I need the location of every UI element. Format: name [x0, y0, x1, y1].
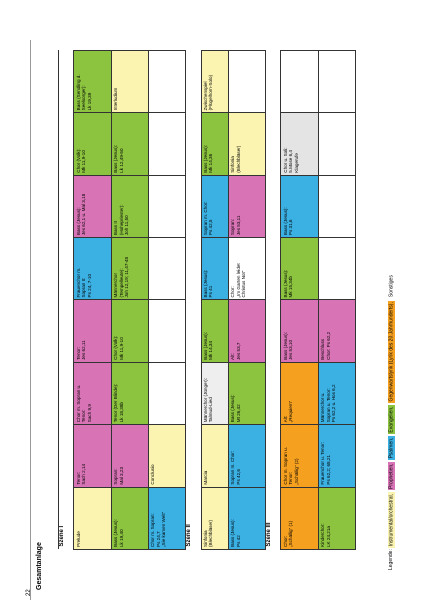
scene-row: Szene II — [185, 50, 202, 550]
table-row: Chor: „Schällig" (1) Chor m. Sopran u. Te… — [280, 50, 319, 550]
empty-cell — [148, 175, 186, 238]
cell: Tenor: Jes 62,11 — [73, 300, 112, 363]
legend-item: Gegenwartslyrik (Lyrik des 20.Jahrhunder… — [387, 300, 395, 403]
empty-cell — [318, 112, 356, 176]
empty-cell — [148, 237, 186, 300]
cell: Marcia — [201, 424, 229, 488]
cell: Kinderchor: LK 24,21a — [318, 487, 356, 550]
cell: Frauenchor m. Sopran II: Ps 24, 7-10 — [73, 237, 112, 300]
cell: Interludium — [111, 50, 149, 113]
cell: Alt: Jes 53,7 — [228, 300, 266, 363]
cell: Sinfonia (Blechbläser) — [201, 487, 229, 550]
title: Gesamtanlage — [36, 542, 43, 590]
legend-label: Legende: — [388, 549, 394, 570]
legend-item: Prophetien, — [387, 461, 395, 491]
legend-item: Evangelien, — [387, 404, 395, 435]
cell: Männerchor u. Sopran u. Tenor: Ps 62,2 u… — [318, 362, 356, 425]
scene-row: Szene III — [265, 50, 281, 550]
cell: Bass (Sendling d. Seelsorger): Lk 19,39 — [73, 50, 112, 113]
cell: Alt: „Requiem" — [280, 362, 319, 425]
rule — [30, 40, 31, 600]
cell: Conclusio — [148, 424, 186, 488]
scene-row: Szene I — [58, 50, 74, 550]
cell: Männerchor (Tempelleute): Joh 12,19; 11,… — [111, 237, 149, 300]
cell: Prelude — [73, 487, 112, 550]
cell: Beschluss Chor: Ps 62,2 — [318, 300, 356, 363]
table-row: Chor m. Sopran: Ps 24,7 „Sie kamen Welt"… — [148, 50, 186, 550]
cell: Bass (Jesus): Ps 31,6 — [280, 175, 319, 238]
cell: Bass (Jesus): Ps 41 — [201, 237, 229, 300]
cell: Bass (Jesus): Ps 42 — [228, 487, 266, 550]
cell: Männerchor (Jünger): Talmud-Lied — [201, 362, 229, 425]
scene-title: Szene I — [58, 50, 74, 550]
table-row: Sinfonia (Blechbläser) Marcia Männerchor (… — [201, 50, 229, 550]
empty-cell — [280, 50, 319, 113]
cell: Frauenchor u. Tenor: Ps 62,2; 68,21 — [318, 424, 356, 488]
legend-item: Psalmen, — [387, 436, 395, 460]
empty-cell — [148, 362, 186, 425]
cell: Bass (Jesus): Mt 26,42 — [228, 362, 266, 425]
table-row: Kinderchor: LK 24,21a Frauenchor u. Tenor… — [318, 50, 356, 550]
cell: Bass (Jesus): Mk 15,34b — [280, 237, 319, 300]
cell: Bass (Jesus): Lk 19,40 — [111, 487, 149, 550]
cell: Zwischenspiel (Flügelhorn-Solo) — [201, 50, 229, 113]
legend-item: Instrumental/orchestral, — [387, 492, 395, 548]
cell: Bass II (Hohepriester): Joh 11,50 — [111, 175, 149, 238]
empty-cell — [318, 175, 356, 238]
empty-cell — [148, 112, 186, 176]
scene-title: Szene III — [265, 50, 281, 550]
cell: Chor: „Im Garten leidet Christus Not" — [228, 237, 266, 300]
page-number: 22 — [26, 589, 32, 596]
cell: Bass (Jesus): Lk 12,49-50 — [111, 112, 149, 176]
empty-cell — [318, 237, 356, 300]
overview-table: Szene I Prelude Tenor: Sach 2,14 Chor m. So… — [58, 50, 356, 550]
cell: Bass (Jesus): Jes 53,10 — [280, 300, 319, 363]
table-row: Prelude Tenor: Sach 2,14 Chor m. Sopran u.… — [73, 50, 112, 550]
cell: Chor (Volk): Mk 11,9-10 — [111, 300, 149, 363]
table-row: Bass (Jesus): Lk 19,40 Sopran: Mal 3,23 Te… — [111, 50, 149, 550]
cell: Chor: „Schällig" (1) — [280, 487, 319, 550]
cell: Chor m. Sopran u. Tenor: „Schällig" (2) — [280, 424, 319, 488]
scene-title: Szene II — [185, 50, 202, 550]
legend-item: Sonstiges — [387, 273, 395, 299]
cell: Sopran: Mal 3,23 — [111, 424, 149, 488]
cell: Chor m. Sopran u. Tenor: Sach 9,9 — [73, 362, 112, 425]
cell: Sopran m. Chor: Ps 42,6 — [228, 424, 266, 488]
cell: Bass (Jesus): Mk 14,34 — [201, 300, 229, 363]
cell: Tenor (Der Blinde): Lk 18,38b — [111, 362, 149, 425]
cell: Chor u. Soli: 5.Mose 6,4 Klagerufe — [280, 112, 319, 176]
cell: Sopran: Jes 53,11 — [228, 175, 266, 238]
cell: Tenor: Sach 2,14 — [73, 424, 112, 488]
cell: Sinfonia (Blechbläser) — [228, 112, 266, 176]
empty-cell — [148, 50, 186, 113]
empty-cell — [148, 300, 186, 363]
table-row: Bass (Jesus): Ps 42 Sopran m. Chor: Ps 42… — [228, 50, 266, 550]
cell: Chor (Volk): Mk 11,9-10 — [73, 112, 112, 176]
empty-cell — [228, 50, 266, 113]
cell: Sopran m. Chor: Ps 42,5 — [201, 175, 229, 238]
cell: Bass (Jesus): Jes 62,1 u. Mal 3,18 — [73, 175, 112, 238]
cell: Chor m. Sopran: Ps 24,7 „Sie kamen Welt" — [148, 487, 186, 550]
empty-cell — [318, 50, 356, 113]
legend: Legende: Instrumental/orchestral,Prophet… — [387, 272, 395, 570]
cell: Bass (Jesus): Mk 14,36 — [201, 112, 229, 176]
